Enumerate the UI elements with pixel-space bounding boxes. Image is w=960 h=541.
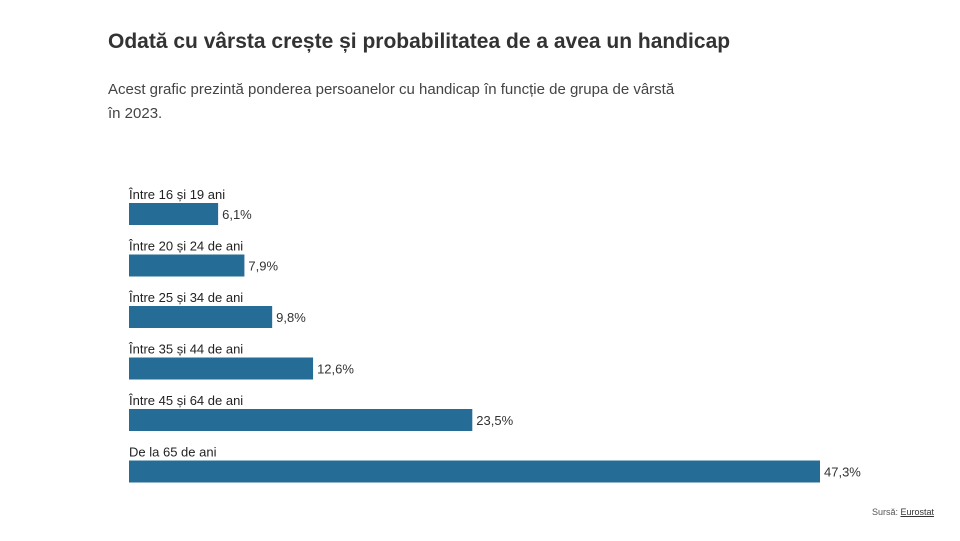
value-label: 7,9% bbox=[248, 259, 278, 274]
value-label: 6,1% bbox=[222, 207, 252, 222]
bar[interactable] bbox=[129, 409, 473, 431]
bar[interactable] bbox=[129, 460, 820, 483]
chart-title: Odată cu vârsta crește și probabilitatea… bbox=[108, 30, 731, 53]
category-label: Între 25 și 34 de ani bbox=[128, 290, 243, 305]
chart-subtitle: Acest grafic prezintă ponderea persoanel… bbox=[108, 81, 675, 122]
source-prefix: Sursă: bbox=[871, 507, 898, 517]
value-label: 9,8% bbox=[276, 310, 306, 325]
category-label: Între 35 și 44 de ani bbox=[128, 342, 243, 357]
category-label: De la 65 de ani bbox=[129, 445, 217, 460]
bar[interactable] bbox=[129, 357, 314, 380]
bar[interactable] bbox=[129, 306, 273, 328]
bar[interactable] bbox=[129, 203, 219, 225]
category-label: Între 45 și 64 de ani bbox=[128, 393, 243, 408]
value-label: 23,5% bbox=[476, 413, 513, 428]
category-label: Între 16 și 19 ani bbox=[128, 187, 225, 202]
source-note: Sursă: Eurostat bbox=[872, 507, 934, 517]
value-label: 47,3% bbox=[824, 465, 861, 480]
category-label: Între 20 și 24 de ani bbox=[128, 239, 243, 254]
value-label: 12,6% bbox=[317, 362, 354, 377]
bar[interactable] bbox=[129, 254, 245, 277]
source-link[interactable]: Eurostat bbox=[900, 507, 934, 517]
